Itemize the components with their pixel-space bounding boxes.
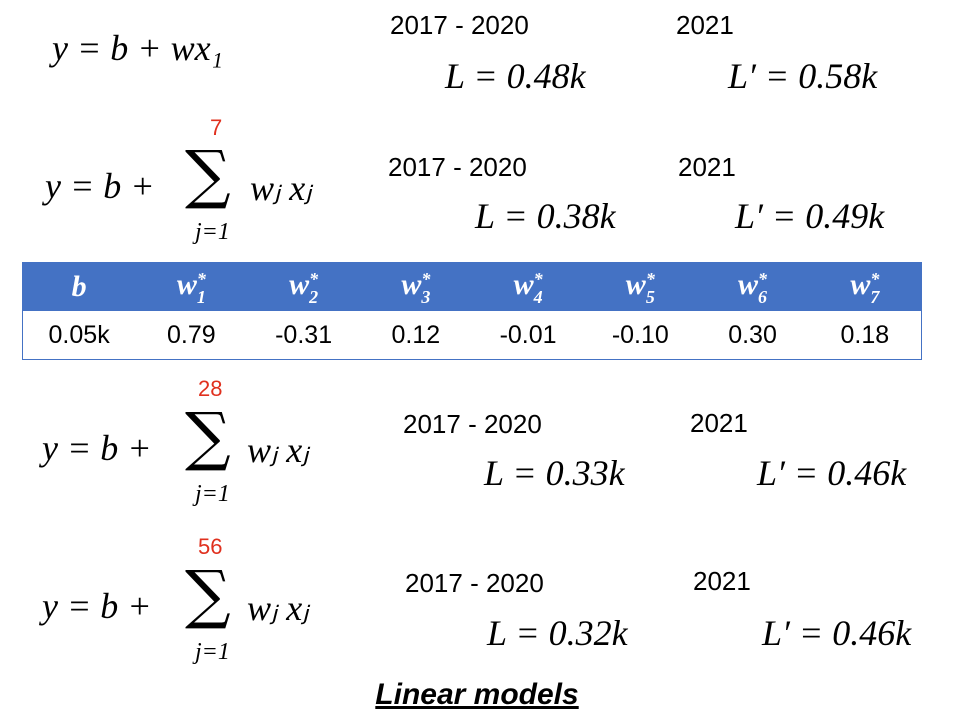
table-header: b w * 1 w * 2 w * 3 w * 4 w * 5 w * 6 w * 7 <box>22 262 922 311</box>
header-symbol: w <box>401 268 422 302</box>
header-cell: w * 1 <box>135 262 248 311</box>
header-scripts: * 4 <box>534 270 543 306</box>
header-sub: 4 <box>533 286 543 307</box>
sum-symbol: ∑ <box>185 400 231 474</box>
value-cell: -0.10 <box>611 320 669 349</box>
train-period: 2017 - 2020 <box>403 409 542 439</box>
header-symbol: b <box>71 270 87 303</box>
header-sup: * <box>870 268 880 289</box>
test-year: 2021 <box>678 152 736 182</box>
train-period: 2017 - 2020 <box>390 10 529 40</box>
header-sub: 1 <box>196 286 206 307</box>
value-cell: 0.79 <box>167 320 216 349</box>
value-cell: -0.01 <box>499 320 557 349</box>
sum-term: wⱼ xⱼ <box>247 430 309 470</box>
test-year: 2021 <box>693 566 751 596</box>
header-sup: * <box>645 268 655 289</box>
header-sup: * <box>309 268 319 289</box>
test-loss: L′ = 0.46k <box>757 453 907 493</box>
formula: y = b + wx₁ <box>52 28 224 68</box>
value-cell: 0.30 <box>728 320 777 349</box>
formula: y = b + <box>42 586 152 626</box>
header-cell: w * 7 <box>808 262 922 311</box>
weights-table: b w * 1 w * 2 w * 3 w * 4 w * 5 w * 6 w * 7 0.05k 0.79 -0.31 0.1… <box>22 262 922 360</box>
sum-upper: 28 <box>198 376 223 401</box>
header-sub: 5 <box>645 286 655 307</box>
header-sub: 3 <box>421 286 431 307</box>
header-cell: w * 4 <box>471 262 585 311</box>
train-loss: L = 0.33k <box>484 453 625 493</box>
header-sub: 2 <box>309 286 319 307</box>
footer: Linear models <box>375 678 579 711</box>
value-cell: -0.31 <box>275 320 333 349</box>
train-period: 2017 - 2020 <box>388 152 527 182</box>
sum-upper: 56 <box>198 534 223 559</box>
header-scripts: * 3 <box>421 270 430 306</box>
sum-lower: j=1 <box>195 481 230 507</box>
header-sup: * <box>533 268 543 289</box>
value-cell: 0.18 <box>840 320 890 349</box>
header-symbol: w <box>850 268 871 302</box>
table-row: 0.05k 0.79 -0.31 0.12 -0.01 -0.10 0.30 0.18 <box>23 311 922 360</box>
header-scripts: * 7 <box>870 270 879 306</box>
train-loss: L = 0.48k <box>445 56 586 96</box>
formula: y = b + <box>45 166 155 206</box>
sum-symbol: ∑ <box>185 138 231 212</box>
sum-lower: j=1 <box>195 639 230 665</box>
header-cell: w * 5 <box>584 262 697 311</box>
value-cell: 0.05k <box>48 320 110 349</box>
header-sub: 6 <box>758 286 768 307</box>
sum-symbol: ∑ <box>185 558 231 632</box>
header-symbol: w <box>513 268 534 302</box>
header-sup: * <box>196 268 206 289</box>
header-cell: b <box>22 262 136 311</box>
header-scripts: * 2 <box>309 270 318 306</box>
formula: y = b + <box>42 428 152 468</box>
header-sup: * <box>758 268 768 289</box>
header-sub: 7 <box>870 286 880 307</box>
sum-term: wⱼ xⱼ <box>247 588 309 628</box>
header-scripts: * 5 <box>646 270 655 306</box>
header-scripts: * 6 <box>758 270 767 306</box>
test-year: 2021 <box>676 10 734 40</box>
header-cell: w * 3 <box>359 262 472 311</box>
test-loss: L′ = 0.46k <box>762 613 912 653</box>
sum-upper: 7 <box>210 115 223 140</box>
header-cell: w * 2 <box>247 262 360 311</box>
header-symbol: w <box>176 268 197 302</box>
header-symbol: w <box>738 268 759 302</box>
header-sup: * <box>421 268 431 289</box>
train-loss: L = 0.32k <box>487 613 628 653</box>
header-scripts: * 1 <box>197 270 206 306</box>
sum-term: wⱼ xⱼ <box>250 168 312 208</box>
header-symbol: w <box>625 268 646 302</box>
test-loss: L′ = 0.49k <box>735 196 885 236</box>
value-cell: 0.12 <box>391 320 441 349</box>
train-loss: L = 0.38k <box>475 196 616 236</box>
test-year: 2021 <box>690 408 748 438</box>
header-symbol: w <box>289 268 310 302</box>
sum-lower: j=1 <box>195 219 230 245</box>
train-period: 2017 - 2020 <box>405 568 544 598</box>
header-cell: w * 6 <box>696 262 809 311</box>
test-loss: L′ = 0.58k <box>728 56 878 96</box>
